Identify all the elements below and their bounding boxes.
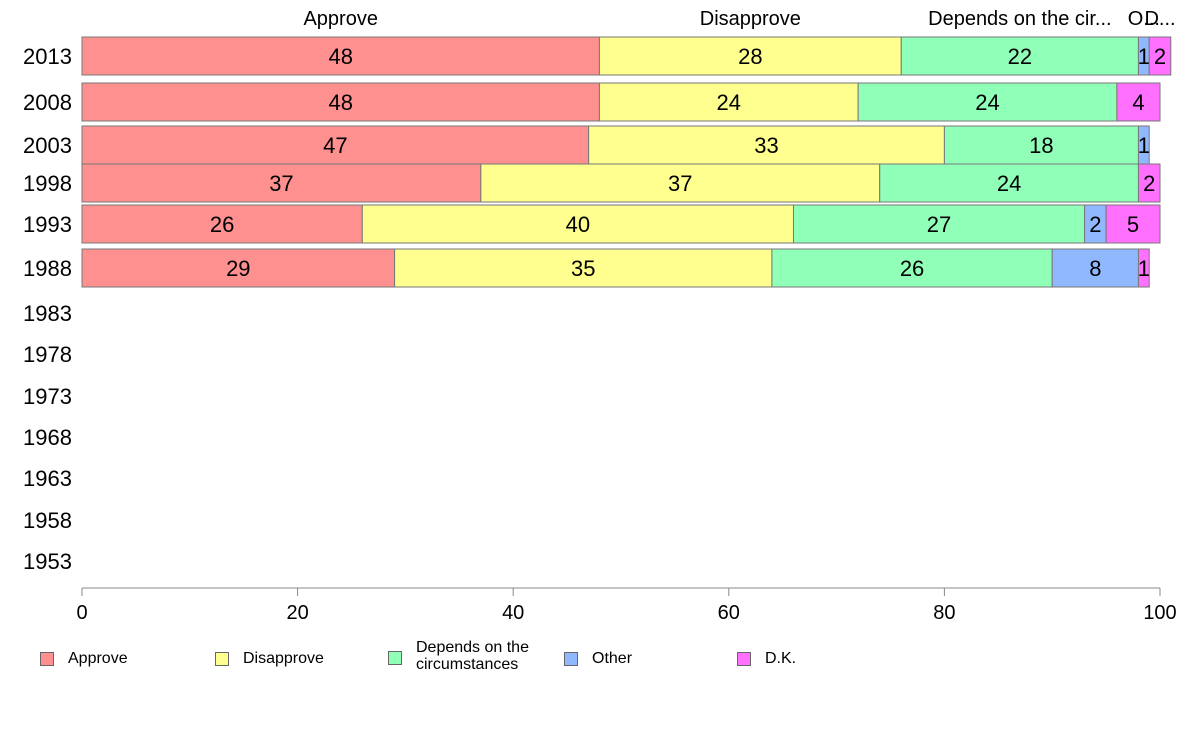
category-label-1963: 1963 bbox=[23, 466, 72, 491]
data-label-2013-0: 48 bbox=[328, 44, 352, 69]
legend-swatch bbox=[564, 652, 578, 666]
bar-2008-1 bbox=[598, 82, 859, 122]
category-label-1998: 1998 bbox=[23, 171, 72, 196]
x-tick-label-80: 80 bbox=[933, 602, 955, 624]
legend-item-3: Other bbox=[564, 650, 632, 667]
data-label-2003-3: 1 bbox=[1138, 133, 1150, 158]
category-label-2008: 2008 bbox=[23, 90, 72, 115]
data-label-2013-2: 22 bbox=[1008, 44, 1032, 69]
legend-item-2: Depends on the circumstances bbox=[388, 639, 529, 673]
series-header-1: Disapprove bbox=[700, 8, 801, 30]
bar-2013-4 bbox=[1148, 36, 1172, 76]
category-label-1958: 1958 bbox=[23, 508, 72, 533]
data-label-1988-3: 8 bbox=[1089, 256, 1101, 281]
data-label-2008-1: 24 bbox=[717, 90, 741, 115]
data-label-1988-4: 1 bbox=[1138, 256, 1150, 281]
data-label-2008-4: 4 bbox=[1132, 90, 1144, 115]
category-label-2013: 2013 bbox=[23, 44, 72, 69]
data-label-2013-3: 1 bbox=[1138, 44, 1150, 69]
data-label-2003-1: 33 bbox=[754, 133, 778, 158]
category-label-1983: 1983 bbox=[23, 301, 72, 326]
data-label-1993-3: 2 bbox=[1089, 212, 1101, 237]
legend-swatch bbox=[40, 652, 54, 666]
bar-2008-4 bbox=[1116, 82, 1161, 122]
data-label-1993-0: 26 bbox=[210, 212, 234, 237]
x-tick-label-0: 0 bbox=[76, 602, 87, 624]
x-tick-label-100: 100 bbox=[1143, 602, 1176, 624]
series-header-0: Approve bbox=[303, 8, 378, 30]
series-header-2: Depends on the cir... bbox=[928, 8, 1111, 30]
category-label-1968: 1968 bbox=[23, 425, 72, 450]
bar-2013-1 bbox=[598, 36, 902, 76]
bar-1998-2 bbox=[879, 163, 1139, 203]
data-label-1988-2: 26 bbox=[900, 256, 924, 281]
category-label-1973: 1973 bbox=[23, 384, 72, 409]
bar-1998-1 bbox=[480, 163, 881, 203]
data-label-2008-2: 24 bbox=[975, 90, 999, 115]
data-label-1998-2: 24 bbox=[997, 171, 1021, 196]
bar-1993-0 bbox=[81, 204, 363, 244]
data-label-2013-4: 2 bbox=[1154, 44, 1166, 69]
legend-label: Approve bbox=[68, 650, 128, 667]
bar-2003-2 bbox=[943, 125, 1139, 165]
data-label-1988-1: 35 bbox=[571, 256, 595, 281]
data-label-2003-2: 18 bbox=[1029, 133, 1053, 158]
data-label-2008-0: 48 bbox=[328, 90, 352, 115]
bar-2008-2 bbox=[857, 82, 1118, 122]
data-label-1993-2: 27 bbox=[927, 212, 951, 237]
bar-1988-0 bbox=[81, 248, 396, 288]
legend-item-1: Disapprove bbox=[215, 650, 324, 667]
data-label-1993-4: 5 bbox=[1127, 212, 1139, 237]
legend-label: Disapprove bbox=[243, 650, 324, 667]
x-tick-label-40: 40 bbox=[502, 602, 524, 624]
bar-1993-4 bbox=[1105, 204, 1161, 244]
legend-swatch bbox=[737, 652, 751, 666]
category-label-1993: 1993 bbox=[23, 212, 72, 237]
legend-swatch bbox=[388, 651, 402, 665]
bar-1993-2 bbox=[792, 204, 1086, 244]
x-tick-label-20: 20 bbox=[286, 602, 308, 624]
data-label-1993-1: 40 bbox=[566, 212, 590, 237]
bar-1988-2 bbox=[771, 248, 1053, 288]
category-label-1988: 1988 bbox=[23, 256, 72, 281]
legend-label: Depends on the circumstances bbox=[416, 639, 529, 673]
data-label-2013-1: 28 bbox=[738, 44, 762, 69]
series-header-4: D... bbox=[1144, 8, 1175, 30]
data-label-1988-0: 29 bbox=[226, 256, 250, 281]
data-label-1998-0: 37 bbox=[269, 171, 293, 196]
legend-swatch bbox=[215, 652, 229, 666]
bar-1988-4 bbox=[1137, 248, 1150, 288]
legend-label: Other bbox=[592, 650, 633, 667]
bar-1998-0 bbox=[81, 163, 482, 203]
bar-2003-1 bbox=[588, 125, 945, 165]
category-label-2003: 2003 bbox=[23, 133, 72, 158]
category-label-1953: 1953 bbox=[23, 549, 72, 574]
legend-item-0: Approve bbox=[40, 650, 128, 667]
legend-item-4: D.K. bbox=[737, 650, 796, 667]
data-label-1998-4: 2 bbox=[1143, 171, 1155, 196]
series-header-3: O... bbox=[1128, 8, 1160, 30]
bar-1993-1 bbox=[361, 204, 794, 244]
x-tick-label-60: 60 bbox=[718, 602, 740, 624]
bar-1988-3 bbox=[1051, 248, 1139, 288]
data-label-2003-0: 47 bbox=[323, 133, 347, 158]
data-label-1998-1: 37 bbox=[668, 171, 692, 196]
category-label-1978: 1978 bbox=[23, 342, 72, 367]
bar-1998-4 bbox=[1137, 163, 1161, 203]
legend-label: D.K. bbox=[765, 650, 797, 667]
